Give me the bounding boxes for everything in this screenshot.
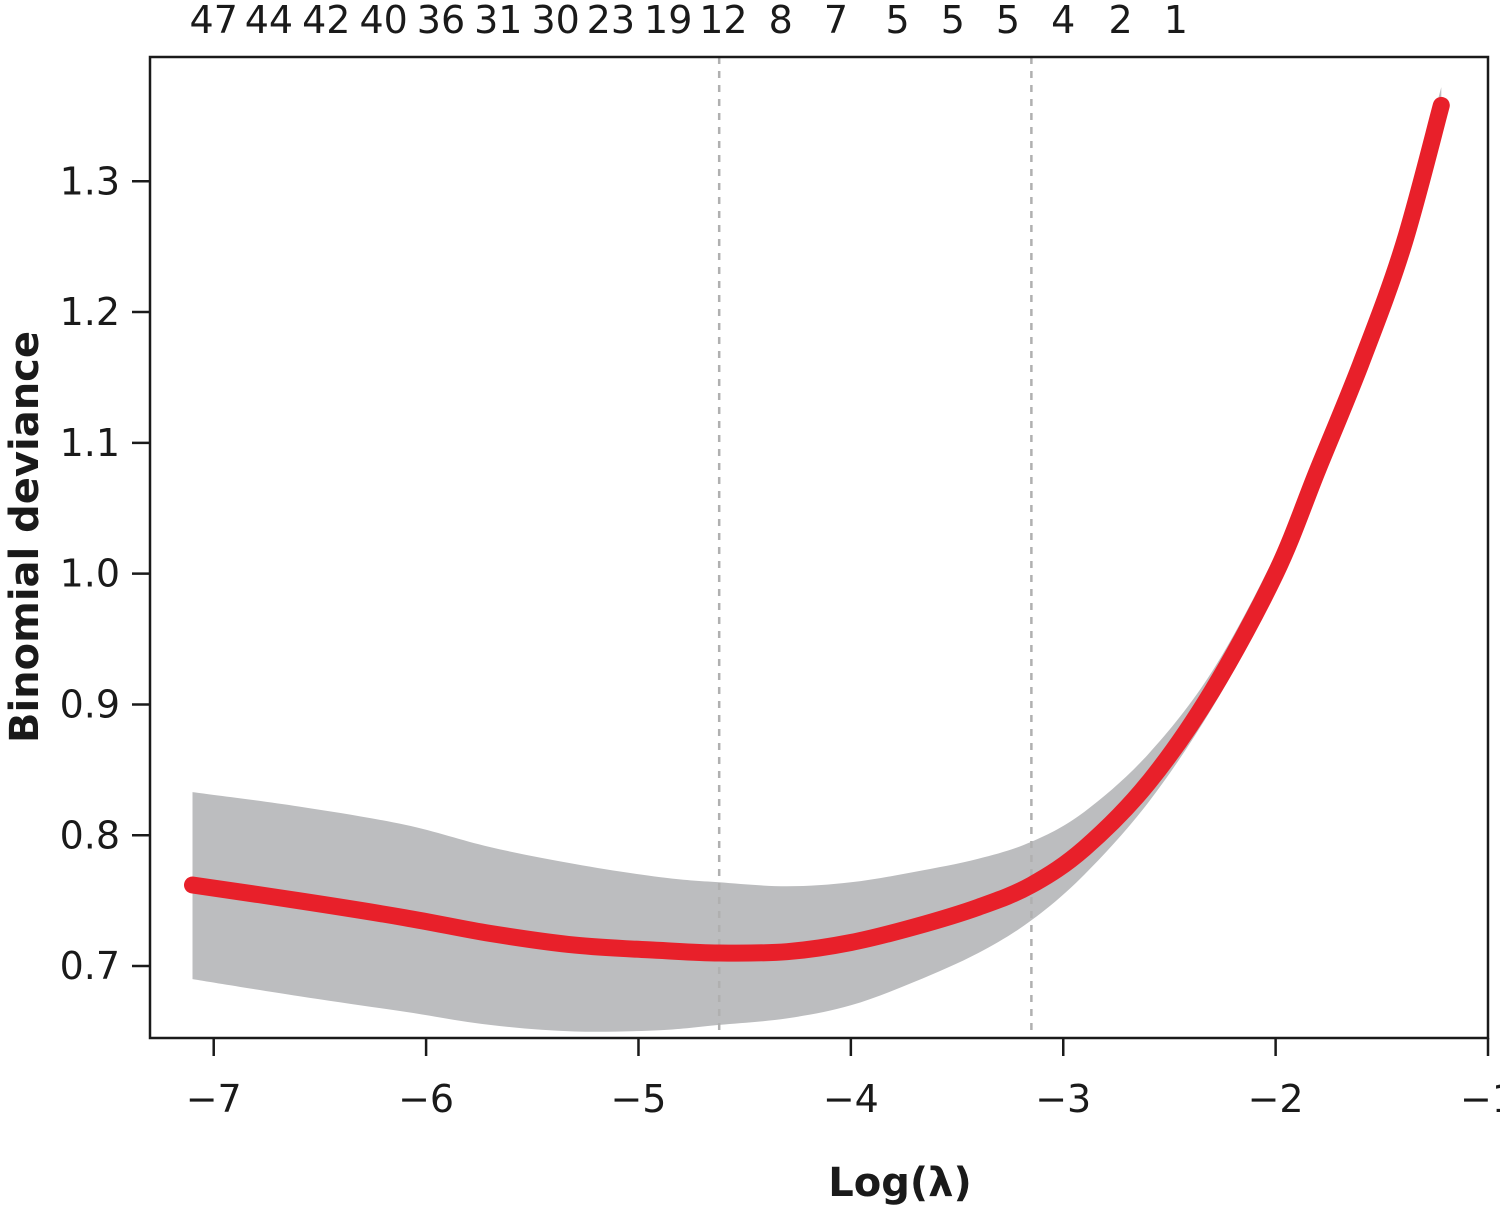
y-tick-label: 1.3: [60, 159, 120, 203]
top-count-label: 12: [699, 0, 747, 42]
lambda-reference-lines: [717, 57, 1033, 1038]
top-count-label: 5: [996, 0, 1020, 42]
x-tick-label: −5: [610, 1077, 666, 1121]
x-tick-label: −2: [1248, 1077, 1304, 1121]
y-tick-label: 0.7: [60, 944, 120, 988]
left-y-axis: 0.7 0.8 0.9 1.0 1.1 1.2 1.3: [60, 159, 150, 988]
confidence-band: [192, 87, 1442, 1032]
top-count-label: 1: [1164, 0, 1188, 42]
top-count-label: 31: [474, 0, 522, 42]
top-count-label: 7: [824, 0, 848, 42]
top-count-label: 30: [531, 0, 579, 42]
confidence-band-layer: [192, 87, 1442, 1032]
bottom-x-axis: −7 −6 −5 −4 −3 −2 −1: [186, 1038, 1500, 1121]
deviance-curve: [184, 96, 1450, 962]
x-tick-label: −4: [823, 1077, 879, 1121]
y-tick-label: 1.0: [60, 552, 120, 596]
top-count-label: 4: [1051, 0, 1075, 42]
plot-frame: [148, 55, 1490, 1040]
y-tick-label: 0.9: [60, 682, 120, 726]
x-axis-title: Log(λ): [828, 1160, 971, 1206]
y-tick-label: 1.1: [60, 421, 120, 465]
x-tick-label: −3: [1035, 1077, 1091, 1121]
x-tick-label: −7: [186, 1077, 242, 1121]
top-count-label: 47: [190, 0, 238, 42]
top-count-label: 40: [359, 0, 407, 42]
top-count-label: 5: [941, 0, 965, 42]
top-count-label: 44: [245, 0, 293, 42]
y-tick-label: 1.2: [60, 290, 120, 334]
top-count-label: 19: [644, 0, 692, 42]
top-count-label: 36: [417, 0, 465, 42]
x-tick-label: −1: [1460, 1077, 1500, 1121]
y-tick-label: 0.8: [60, 813, 120, 857]
top-count-label: 5: [885, 0, 909, 42]
y-axis-title: Binomial deviance: [2, 331, 48, 743]
top-nonzero-count-axis: 47 44 42 40 36 31 30 23 19 12 8 7 5 5 5 4 2 1: [190, 0, 1188, 42]
top-count-label: 2: [1108, 0, 1132, 42]
top-count-label: 23: [587, 0, 635, 42]
top-count-label: 8: [769, 0, 793, 42]
x-tick-label: −6: [398, 1077, 454, 1121]
top-count-label: 42: [302, 0, 350, 42]
deviance-curve-layer: [184, 96, 1450, 962]
